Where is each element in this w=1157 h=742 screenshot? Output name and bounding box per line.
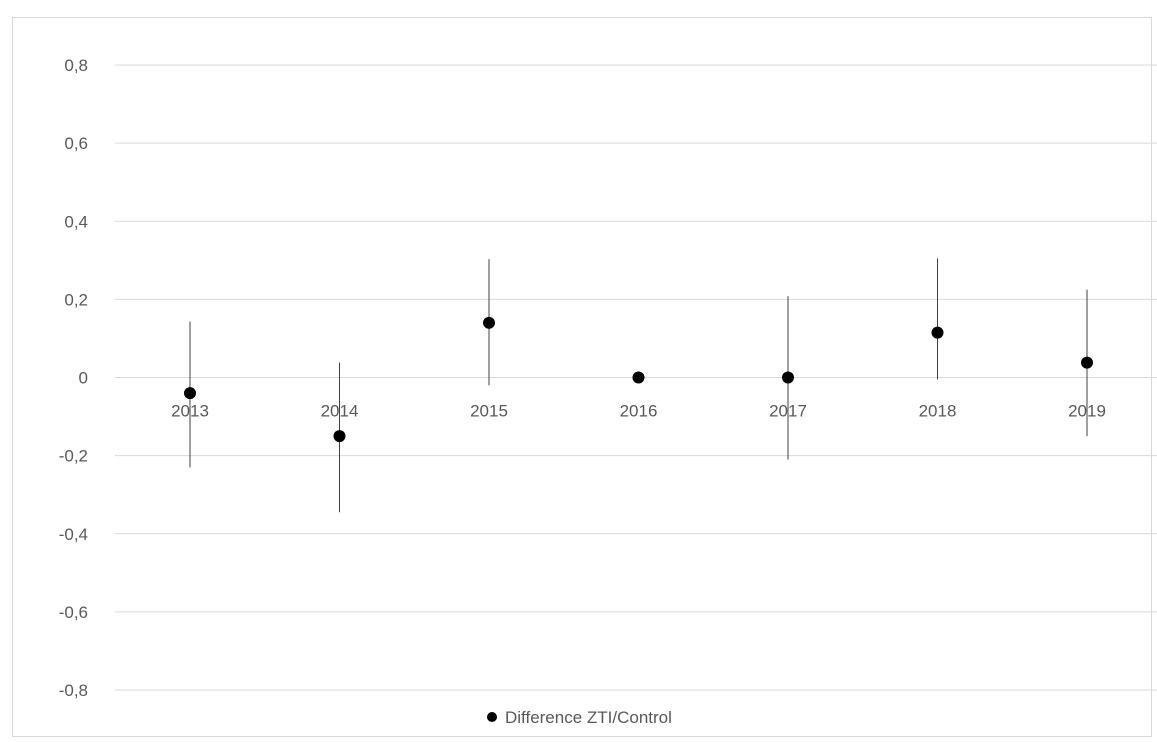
legend: Difference ZTI/Control <box>487 708 672 727</box>
y-axis-tick-labels: 0,8 0,6 0,4 0,2 0 -0,2 -0,4 -0,6 -0,8 <box>59 56 88 700</box>
data-point <box>931 326 944 339</box>
y-tick-label: 0,2 <box>64 290 88 309</box>
y-tick-label: 0,4 <box>64 212 88 231</box>
y-tick-label: 0,6 <box>64 134 88 153</box>
y-tick-label: -0,2 <box>59 447 88 466</box>
y-tick-label: 0,8 <box>64 56 88 75</box>
data-point <box>333 430 346 443</box>
gridlines <box>115 64 1157 691</box>
x-tick-label: 2016 <box>620 402 658 421</box>
data-point <box>632 371 645 384</box>
data-point <box>1081 356 1093 369</box>
y-tick-label: -0,6 <box>59 603 88 622</box>
legend-marker <box>487 712 497 722</box>
x-axis-tick-labels: 2013 2014 2015 2016 2017 2018 2019 <box>171 402 1106 421</box>
legend-label: Difference ZTI/Control <box>505 708 672 727</box>
x-tick-label: 2015 <box>470 402 508 421</box>
data-point <box>184 387 196 400</box>
y-tick-label: -0,8 <box>59 681 88 700</box>
data-point <box>483 316 495 329</box>
x-tick-label: 2018 <box>919 402 957 421</box>
data-point <box>782 371 794 384</box>
data-points <box>184 316 1093 443</box>
y-tick-label: 0 <box>79 369 88 388</box>
y-tick-label: -0,4 <box>59 525 88 544</box>
error-bars <box>189 258 1088 513</box>
